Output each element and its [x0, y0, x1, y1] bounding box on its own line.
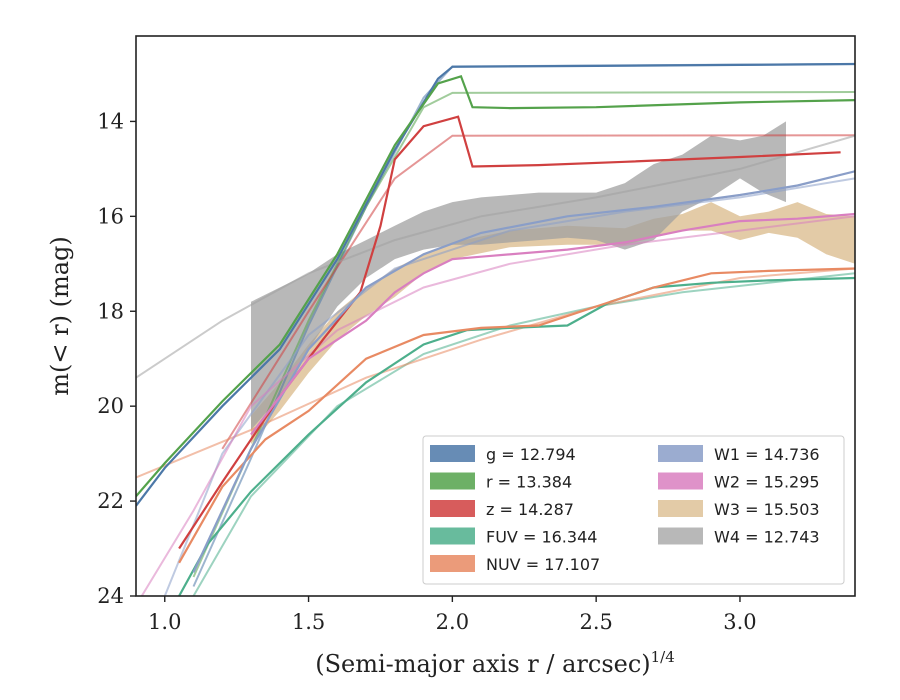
y-tick-label: 18	[97, 299, 124, 323]
legend-frame	[422, 435, 845, 585]
legend-swatch-2	[430, 500, 475, 517]
legend: g = 12.794 r = 13.384 z = 14.287 FUV = 16.3…	[422, 435, 845, 585]
series-line-3	[178, 276, 855, 596]
x-tick-label: 1.5	[292, 610, 325, 634]
x-axis-label-text: (Semi-major axis r / arcsec)	[315, 650, 650, 678]
series-model-line-3	[192, 272, 855, 596]
x-tick-label: 3.0	[723, 610, 756, 634]
legend-swatch-3	[430, 527, 475, 545]
y-tick-label: 20	[97, 394, 124, 418]
legend-swatch-0	[430, 445, 475, 462]
x-axis-label-exponent: 1/4	[651, 648, 675, 666]
legend-label-6: W2 = 15.295	[714, 473, 820, 492]
x-tick-label: 2.0	[436, 610, 469, 634]
legend-label-5: W1 = 14.736	[714, 445, 820, 464]
legend-swatch-1	[430, 472, 475, 490]
plot-frame	[135, 35, 856, 597]
series-model-line-4	[136, 267, 855, 479]
legend-swatch-7	[658, 500, 703, 517]
legend-label-8: W4 = 12.743	[714, 528, 820, 547]
legend-swatch-6	[658, 472, 703, 490]
legend-swatch-4	[430, 555, 475, 572]
axis-ticks: 1.0 1.5 2.0 2.5 3.0 14 16 18 20 22 24	[97, 109, 756, 634]
series-band-7	[251, 202, 855, 445]
x-tick-label: 2.5	[579, 610, 612, 634]
y-axis-label: m(< r) (mag)	[46, 236, 74, 395]
x-axis-label: (Semi-major axis r / arcsec)1/4	[315, 648, 675, 678]
legend-label-4: NUV = 17.107	[486, 555, 600, 574]
y-tick-label: 14	[97, 109, 124, 133]
legend-label-1: r = 13.384	[486, 473, 572, 492]
series-band-8	[251, 121, 786, 430]
legend-swatch-5	[658, 445, 703, 462]
series-line-1	[136, 74, 855, 498]
series-model-line-6	[140, 215, 855, 596]
legend-label-7: W3 = 15.503	[714, 500, 820, 519]
series-layer	[136, 62, 855, 596]
series-line-6	[250, 212, 855, 436]
legend-label-2: z = 14.287	[486, 500, 574, 519]
series-model-line-8	[136, 134, 855, 379]
series-model-line-2	[221, 134, 855, 450]
x-tick-label: 1.0	[148, 610, 181, 634]
legend-items: g = 12.794 r = 13.384 z = 14.287 FUV = 16.3…	[430, 445, 820, 574]
series-line-4	[178, 267, 855, 564]
y-tick-label: 22	[97, 489, 124, 513]
legend-label-3: FUV = 16.344	[486, 528, 597, 547]
legend-label-0: g = 12.794	[486, 445, 576, 464]
legend-swatch-8	[658, 527, 703, 545]
y-tick-label: 24	[97, 584, 124, 608]
y-tick-label: 16	[97, 204, 124, 228]
